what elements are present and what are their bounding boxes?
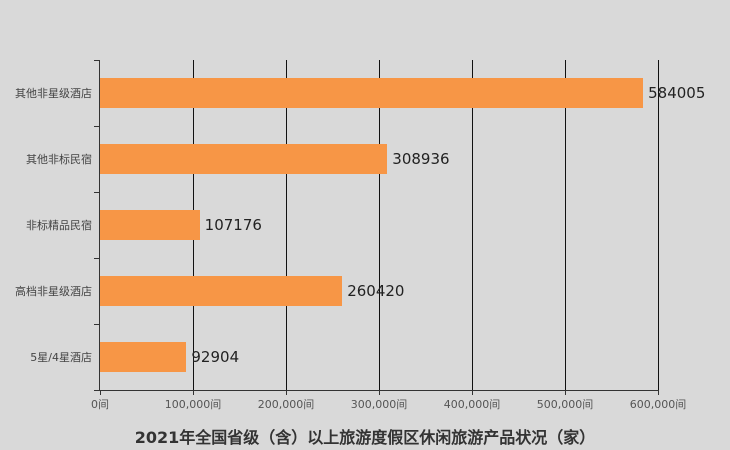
x-tick-label: 200,000间 <box>257 398 315 411</box>
chart-title: 2021年全国省级（含）以上旅游度假区休闲旅游产品状况（家） <box>134 428 596 447</box>
y-tick <box>94 60 99 61</box>
x-tick-label: 300,000间 <box>350 398 408 411</box>
bar[interactable] <box>100 210 200 240</box>
category-label: 其他非标民宿 <box>26 153 92 166</box>
x-tick <box>565 390 566 395</box>
bar[interactable] <box>100 144 388 174</box>
y-tick <box>94 126 99 127</box>
x-axis <box>99 390 658 391</box>
x-tick <box>658 390 659 395</box>
x-tick-label: 400,000间 <box>443 398 501 411</box>
x-tick-label: 0间 <box>91 398 109 411</box>
x-tick <box>472 390 473 395</box>
gridline <box>472 60 473 390</box>
x-tick <box>100 390 101 395</box>
data-label: 107176 <box>204 216 262 234</box>
x-tick <box>286 390 287 395</box>
y-tick <box>94 390 99 391</box>
gridline <box>286 60 287 390</box>
bar[interactable] <box>100 276 343 306</box>
x-tick-label: 500,000间 <box>536 398 594 411</box>
category-label: 其他非星级酒店 <box>15 87 92 100</box>
data-label: 260420 <box>347 282 405 300</box>
category-label: 非标精品民宿 <box>26 219 92 232</box>
gridline <box>658 60 659 390</box>
data-label: 308936 <box>392 150 450 168</box>
data-label: 584005 <box>648 84 706 102</box>
data-label: 92904 <box>191 348 240 366</box>
x-tick <box>379 390 380 395</box>
category-label: 高档非星级酒店 <box>15 285 92 298</box>
bar[interactable] <box>100 342 187 372</box>
gridline <box>565 60 566 390</box>
category-label: 5星/4星酒店 <box>30 351 92 364</box>
y-axis <box>99 60 100 391</box>
x-tick-label: 600,000间 <box>629 398 687 411</box>
y-tick <box>94 258 99 259</box>
gridline <box>379 60 380 390</box>
bar[interactable] <box>100 78 644 108</box>
x-tick-label: 100,000间 <box>164 398 222 411</box>
x-tick <box>193 390 194 395</box>
y-tick <box>94 192 99 193</box>
y-tick <box>94 324 99 325</box>
